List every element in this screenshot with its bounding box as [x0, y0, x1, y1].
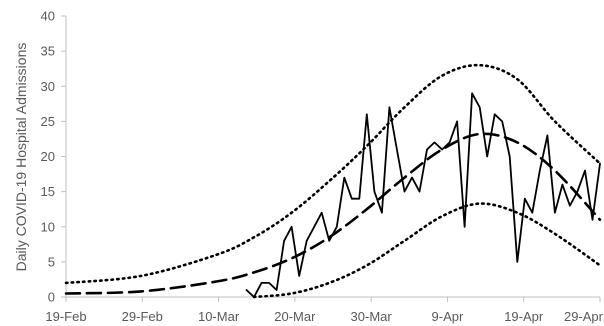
y-tick-labels: 0 5 10 15 20 25 30 35 40 [41, 9, 66, 305]
fitted-curve-line [64, 132, 602, 295]
x-tick-label: 29-Feb [122, 309, 163, 324]
y-tick-label: 0 [48, 290, 55, 305]
y-tick-label: 5 [48, 254, 55, 269]
y-tick-label: 40 [41, 9, 55, 24]
y-axis-title-group: Daily COVID-19 Hospital Admissions [13, 43, 29, 272]
x-tick-label: 19-Apr [504, 309, 544, 324]
x-tick-label: 29-Apr [564, 309, 604, 324]
bound-curve-line [64, 63, 602, 285]
series-layer [64, 63, 602, 299]
y-tick-label: 35 [41, 44, 55, 59]
bound-curve-line [252, 202, 602, 299]
x-tick-label: 9-Apr [432, 309, 464, 324]
x-tick-label: 30-Mar [351, 309, 393, 324]
y-tick-label: 20 [41, 149, 55, 164]
y-axis-title: Daily COVID-19 Hospital Admissions [13, 43, 29, 272]
axes [65, 16, 600, 298]
x-tick-label: 19-Feb [45, 309, 86, 324]
y-tick-label: 15 [41, 184, 55, 199]
x-tick-label: 10-Mar [198, 309, 240, 324]
observed-admissions-line [245, 92, 601, 298]
y-tick-label: 25 [41, 114, 55, 129]
y-tick-label: 10 [41, 219, 55, 234]
y-tick-label: 30 [41, 79, 55, 94]
x-tick-label: 20-Mar [274, 309, 316, 324]
x-tick-labels: 19-Feb 29-Feb 10-Mar 20-Mar 30-Mar 9-Apr 19-Ap… [45, 297, 604, 324]
